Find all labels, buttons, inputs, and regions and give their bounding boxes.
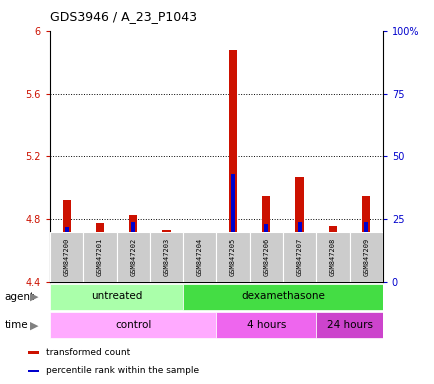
Bar [249,232,283,282]
Text: 4 hours: 4 hours [246,320,286,330]
Text: GSM847205: GSM847205 [230,238,236,276]
Bar [183,232,216,282]
Bar [149,232,183,282]
Text: control: control [115,320,151,330]
Bar [62,200,71,282]
Bar [183,284,382,310]
Bar [216,313,316,338]
Bar [295,177,303,282]
Bar [50,313,216,338]
Bar [50,232,83,282]
Text: time: time [4,320,28,331]
Bar [283,232,316,282]
Text: agent: agent [4,291,34,302]
Text: ▶: ▶ [30,291,39,302]
Bar [65,227,69,282]
Text: 24 hours: 24 hours [326,320,372,330]
Text: untreated: untreated [91,291,142,301]
Bar [316,232,349,282]
Bar [50,284,183,310]
Bar [116,232,149,282]
Text: GSM847207: GSM847207 [296,238,302,276]
Text: GSM847208: GSM847208 [329,238,335,276]
Bar [361,196,369,282]
Text: GSM847203: GSM847203 [163,238,169,276]
Text: GSM847204: GSM847204 [196,238,202,276]
Bar [129,215,137,282]
Bar [363,222,367,282]
Bar [162,230,170,282]
Bar [297,222,301,282]
Bar [197,242,201,282]
Text: GSM847209: GSM847209 [362,238,368,276]
Bar [349,232,382,282]
Bar [28,370,39,372]
Bar [316,313,382,338]
Text: percentile rank within the sample: percentile rank within the sample [46,366,199,376]
Text: GSM847201: GSM847201 [97,238,103,276]
Text: GSM847202: GSM847202 [130,238,136,276]
Text: GDS3946 / A_23_P1043: GDS3946 / A_23_P1043 [50,10,197,23]
Bar [195,265,204,282]
Text: dexamethasone: dexamethasone [240,291,324,301]
Bar [95,222,104,282]
Bar [228,50,237,282]
Bar [164,237,168,282]
Bar [330,235,334,282]
Bar [98,237,102,282]
Bar [328,226,336,282]
Text: transformed count: transformed count [46,348,130,357]
Bar [131,222,135,282]
Text: GSM847206: GSM847206 [263,238,269,276]
Bar [230,174,234,282]
Bar [28,351,39,354]
Text: GSM847200: GSM847200 [63,238,69,276]
Bar [216,232,249,282]
Text: ▶: ▶ [30,320,39,331]
Bar [264,224,268,282]
Bar [83,232,116,282]
Bar [262,196,270,282]
